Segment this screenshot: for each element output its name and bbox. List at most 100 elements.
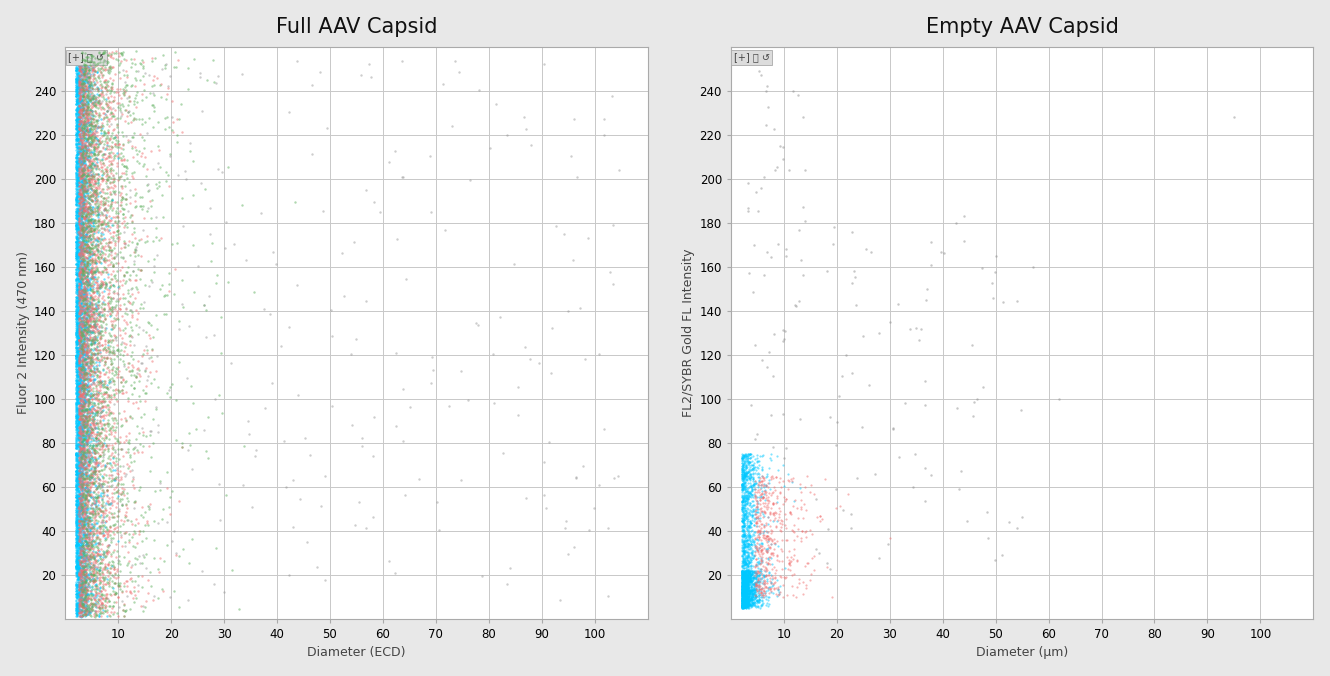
Point <box>86 285 108 296</box>
Point <box>65 521 86 531</box>
Point <box>70 332 92 343</box>
Point <box>68 204 89 215</box>
Point <box>70 433 92 443</box>
Point <box>97 560 118 571</box>
Point <box>76 351 97 362</box>
Point <box>78 235 100 245</box>
Point <box>742 468 763 479</box>
Point <box>68 190 89 201</box>
Point <box>78 276 100 287</box>
Point <box>732 579 753 589</box>
Point <box>733 587 754 598</box>
Point <box>82 136 104 147</box>
Point <box>85 178 106 189</box>
Point <box>89 608 110 619</box>
Point <box>69 80 90 91</box>
Point <box>84 610 105 621</box>
Point <box>70 253 92 264</box>
Point <box>763 510 785 521</box>
Point <box>745 585 766 596</box>
Point <box>72 397 93 408</box>
Point <box>68 345 89 356</box>
Point <box>88 91 109 102</box>
Point <box>738 463 759 474</box>
Point <box>93 455 114 466</box>
Point <box>72 443 93 454</box>
Point <box>65 91 86 101</box>
Point <box>766 522 787 533</box>
Point <box>775 522 797 533</box>
Point <box>74 398 96 409</box>
Point <box>88 315 109 326</box>
Point <box>80 427 101 437</box>
Point <box>149 162 170 172</box>
Point <box>85 576 106 587</box>
Point <box>169 324 190 335</box>
Point <box>77 134 98 145</box>
Point <box>76 188 97 199</box>
Point <box>84 364 105 375</box>
Point <box>73 47 94 58</box>
Point <box>734 571 755 581</box>
Point <box>93 160 114 170</box>
Point <box>735 584 757 595</box>
Point <box>745 566 766 577</box>
Point <box>734 559 755 570</box>
Point <box>68 446 89 457</box>
Point <box>92 281 113 291</box>
Point <box>69 381 90 391</box>
Point <box>69 548 90 558</box>
Point <box>68 375 89 385</box>
Point <box>74 608 96 619</box>
Point <box>68 519 89 530</box>
Point <box>118 91 140 101</box>
Point <box>734 592 755 603</box>
Point <box>69 144 90 155</box>
Point <box>93 204 114 215</box>
Point <box>68 64 89 75</box>
Point <box>69 186 90 197</box>
Point <box>739 456 761 467</box>
Point <box>66 309 88 320</box>
Point <box>70 68 92 79</box>
Point <box>96 382 117 393</box>
Point <box>89 55 110 66</box>
Point <box>65 203 86 214</box>
Point <box>737 600 758 611</box>
Point <box>73 566 94 577</box>
Point <box>154 556 176 566</box>
Point <box>69 329 90 340</box>
Point <box>73 601 94 612</box>
Point <box>76 426 97 437</box>
Point <box>69 149 90 160</box>
Point <box>66 363 88 374</box>
Point <box>81 151 102 162</box>
Point <box>753 585 774 596</box>
Point <box>739 575 761 585</box>
Point <box>72 98 93 109</box>
Point <box>73 212 94 222</box>
Point <box>735 544 757 555</box>
Point <box>68 113 89 124</box>
Point <box>74 518 96 529</box>
Point <box>733 595 754 606</box>
Point <box>97 607 118 618</box>
Point <box>70 582 92 593</box>
Point <box>68 248 89 259</box>
Point <box>72 519 93 530</box>
Point <box>72 443 93 454</box>
Point <box>782 500 803 511</box>
Point <box>66 430 88 441</box>
Point <box>74 415 96 426</box>
Point <box>80 224 101 235</box>
Point <box>110 479 132 490</box>
Point <box>88 459 109 470</box>
Point <box>732 587 753 598</box>
Point <box>94 522 116 533</box>
Point <box>65 74 86 84</box>
Point <box>92 291 113 301</box>
Point <box>113 528 134 539</box>
Point <box>69 180 90 191</box>
Point <box>101 315 122 326</box>
Point <box>593 114 614 124</box>
